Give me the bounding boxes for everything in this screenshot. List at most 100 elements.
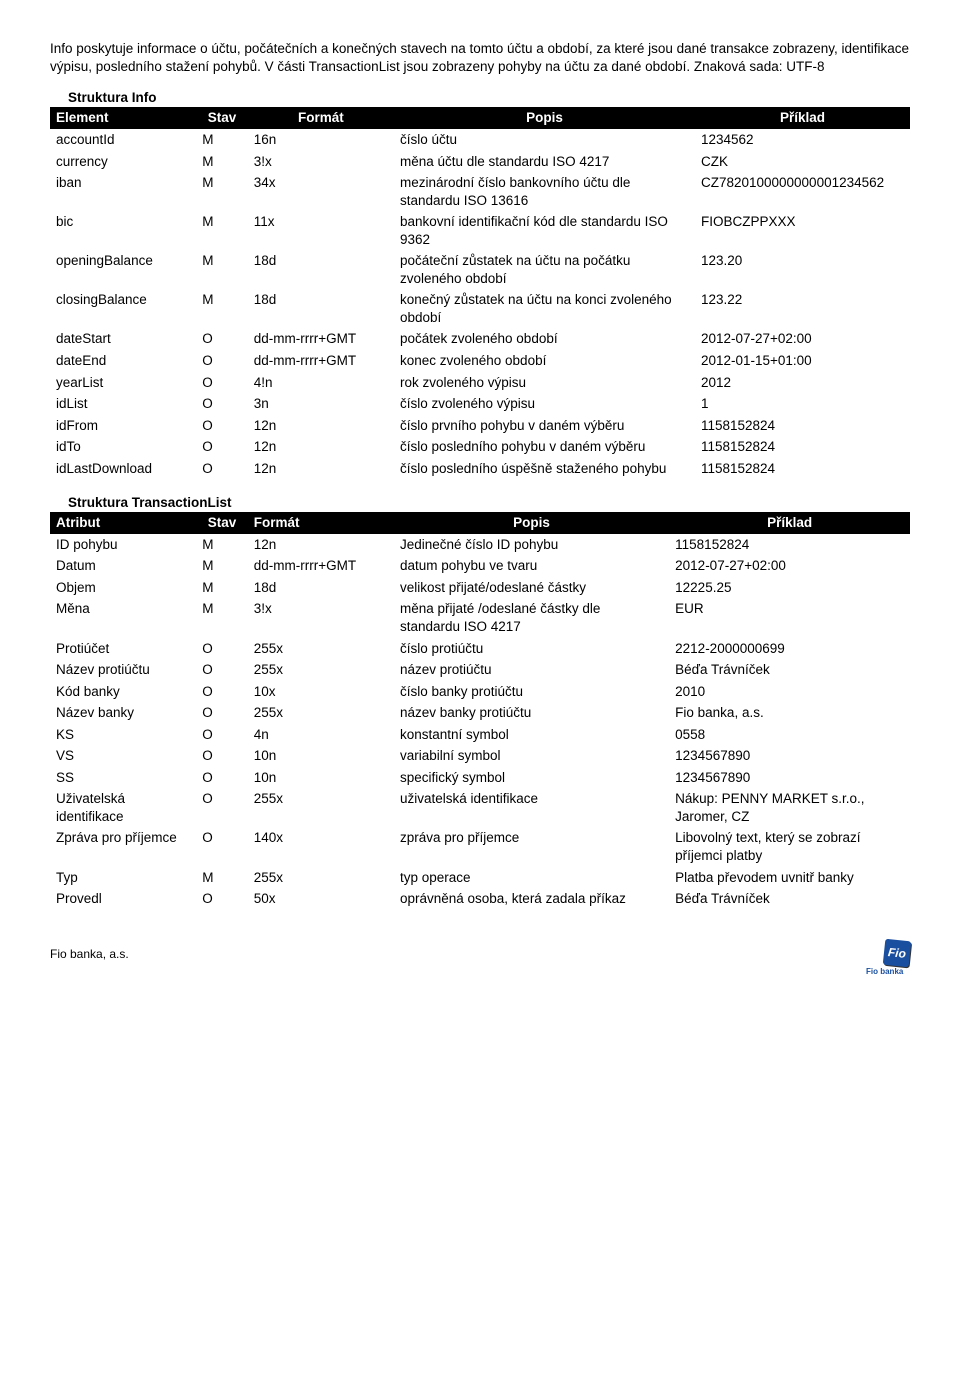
table-row: bicM11xbankovní identifikační kód dle st… bbox=[50, 211, 910, 250]
cell-fm: 18d bbox=[248, 577, 394, 599]
cell-po: rok zvoleného výpisu bbox=[394, 372, 695, 394]
cell-po: velikost přijaté/odeslané částky bbox=[394, 577, 669, 599]
cell-fm: 3!x bbox=[248, 598, 394, 637]
cell-st: M bbox=[196, 172, 248, 211]
cell-el: dateStart bbox=[50, 328, 196, 350]
th-format: Formát bbox=[248, 512, 394, 534]
cell-po: zpráva pro příjemce bbox=[394, 827, 669, 866]
fio-logo-icon: Fio bbox=[883, 938, 912, 967]
cell-el: Provedl bbox=[50, 888, 196, 910]
cell-po: číslo posledního pohybu v daném výběru bbox=[394, 436, 695, 458]
cell-po: konec zvoleného období bbox=[394, 350, 695, 372]
cell-pr: EUR bbox=[669, 598, 910, 637]
table-row: openingBalanceM18dpočáteční zůstatek na … bbox=[50, 250, 910, 289]
cell-st: O bbox=[196, 436, 248, 458]
cell-el: currency bbox=[50, 151, 196, 173]
cell-st: M bbox=[196, 151, 248, 173]
cell-el: yearList bbox=[50, 372, 196, 394]
cell-pr: 1234562 bbox=[695, 129, 910, 151]
cell-pr: 1158152824 bbox=[695, 436, 910, 458]
cell-el: idTo bbox=[50, 436, 196, 458]
cell-fm: dd-mm-rrrr+GMT bbox=[248, 555, 394, 577]
cell-st: M bbox=[196, 534, 248, 556]
cell-pr: 2012 bbox=[695, 372, 910, 394]
cell-el: idList bbox=[50, 393, 196, 415]
cell-st: M bbox=[196, 555, 248, 577]
cell-st: O bbox=[196, 393, 248, 415]
footer: Fio banka, a.s. Fio Fio banka bbox=[50, 940, 910, 968]
cell-po: název protiúčtu bbox=[394, 659, 669, 681]
cell-pr: Béďa Trávníček bbox=[669, 659, 910, 681]
cell-po: číslo banky protiúčtu bbox=[394, 681, 669, 703]
cell-el: idLastDownload bbox=[50, 458, 196, 480]
cell-el: KS bbox=[50, 724, 196, 746]
table-row: idToO12nčíslo posledního pohybu v daném … bbox=[50, 436, 910, 458]
cell-fm: 50x bbox=[248, 888, 394, 910]
cell-fm: 12n bbox=[248, 436, 394, 458]
cell-pr: Platba převodem uvnitř banky bbox=[669, 867, 910, 889]
cell-pr: 1 bbox=[695, 393, 910, 415]
cell-el: dateEnd bbox=[50, 350, 196, 372]
cell-st: O bbox=[196, 659, 248, 681]
cell-fm: 255x bbox=[248, 702, 394, 724]
footer-company: Fio banka, a.s. bbox=[50, 947, 129, 961]
cell-st: O bbox=[196, 702, 248, 724]
th-atribut: Atribut bbox=[50, 512, 196, 534]
th-popis: Popis bbox=[394, 512, 669, 534]
table-row: KSO4nkonstantní symbol0558 bbox=[50, 724, 910, 746]
table-row: dateStartOdd-mm-rrrr+GMTpočátek zvolenéh… bbox=[50, 328, 910, 350]
cell-st: M bbox=[196, 250, 248, 289]
cell-el: Měna bbox=[50, 598, 196, 637]
cell-po: počátek zvoleného období bbox=[394, 328, 695, 350]
cell-fm: 18d bbox=[248, 289, 394, 328]
table-row: DatumMdd-mm-rrrr+GMTdatum pohybu ve tvar… bbox=[50, 555, 910, 577]
cell-el: ID pohybu bbox=[50, 534, 196, 556]
table-row: VSO10nvariabilní symbol1234567890 bbox=[50, 745, 910, 767]
th-popis: Popis bbox=[394, 107, 695, 129]
table-row: ObjemM18dvelikost přijaté/odeslané částk… bbox=[50, 577, 910, 599]
cell-fm: 3n bbox=[248, 393, 394, 415]
cell-fm: 16n bbox=[248, 129, 394, 151]
cell-po: konečný zůstatek na účtu na konci zvolen… bbox=[394, 289, 695, 328]
cell-el: Uživatelská identifikace bbox=[50, 788, 196, 827]
th-priklad: Příklad bbox=[669, 512, 910, 534]
cell-fm: 10n bbox=[248, 767, 394, 789]
cell-po: číslo účtu bbox=[394, 129, 695, 151]
th-element: Element bbox=[50, 107, 196, 129]
fio-logo: Fio Fio banka bbox=[866, 940, 910, 968]
th-priklad: Příklad bbox=[695, 107, 910, 129]
cell-fm: dd-mm-rrrr+GMT bbox=[248, 350, 394, 372]
cell-po: oprávněná osoba, která zadala příkaz bbox=[394, 888, 669, 910]
cell-po: specifický symbol bbox=[394, 767, 669, 789]
cell-st: M bbox=[196, 577, 248, 599]
cell-el: bic bbox=[50, 211, 196, 250]
cell-pr: 12225.25 bbox=[669, 577, 910, 599]
cell-fm: 12n bbox=[248, 415, 394, 437]
cell-el: Objem bbox=[50, 577, 196, 599]
cell-st: M bbox=[196, 129, 248, 151]
table-row: Kód bankyO10xčíslo banky protiúčtu2010 bbox=[50, 681, 910, 703]
cell-fm: 10x bbox=[248, 681, 394, 703]
table-header-row: Atribut Stav Formát Popis Příklad bbox=[50, 512, 910, 534]
cell-fm: 4n bbox=[248, 724, 394, 746]
cell-fm: 10n bbox=[248, 745, 394, 767]
cell-pr: Fio banka, a.s. bbox=[669, 702, 910, 724]
cell-pr: 0558 bbox=[669, 724, 910, 746]
cell-po: uživatelská identifikace bbox=[394, 788, 669, 827]
table-row: Uživatelská identifikaceO255xuživatelská… bbox=[50, 788, 910, 827]
cell-el: accountId bbox=[50, 129, 196, 151]
cell-pr: 2012-01-15+01:00 bbox=[695, 350, 910, 372]
cell-fm: 34x bbox=[248, 172, 394, 211]
cell-el: Kód banky bbox=[50, 681, 196, 703]
table-row: Zpráva pro příjemceO140xzpráva pro příje… bbox=[50, 827, 910, 866]
cell-st: O bbox=[196, 350, 248, 372]
cell-pr: FIOBCZPPXXX bbox=[695, 211, 910, 250]
table-row: ProvedlO50xoprávněná osoba, která zadala… bbox=[50, 888, 910, 910]
cell-po: měna účtu dle standardu ISO 4217 bbox=[394, 151, 695, 173]
table-row: Název protiúčtuO255xnázev protiúčtuBéďa … bbox=[50, 659, 910, 681]
cell-po: Jedinečné číslo ID pohybu bbox=[394, 534, 669, 556]
cell-st: M bbox=[196, 289, 248, 328]
table-row: dateEndOdd-mm-rrrr+GMTkonec zvoleného ob… bbox=[50, 350, 910, 372]
cell-el: Typ bbox=[50, 867, 196, 889]
cell-po: počáteční zůstatek na účtu na počátku zv… bbox=[394, 250, 695, 289]
